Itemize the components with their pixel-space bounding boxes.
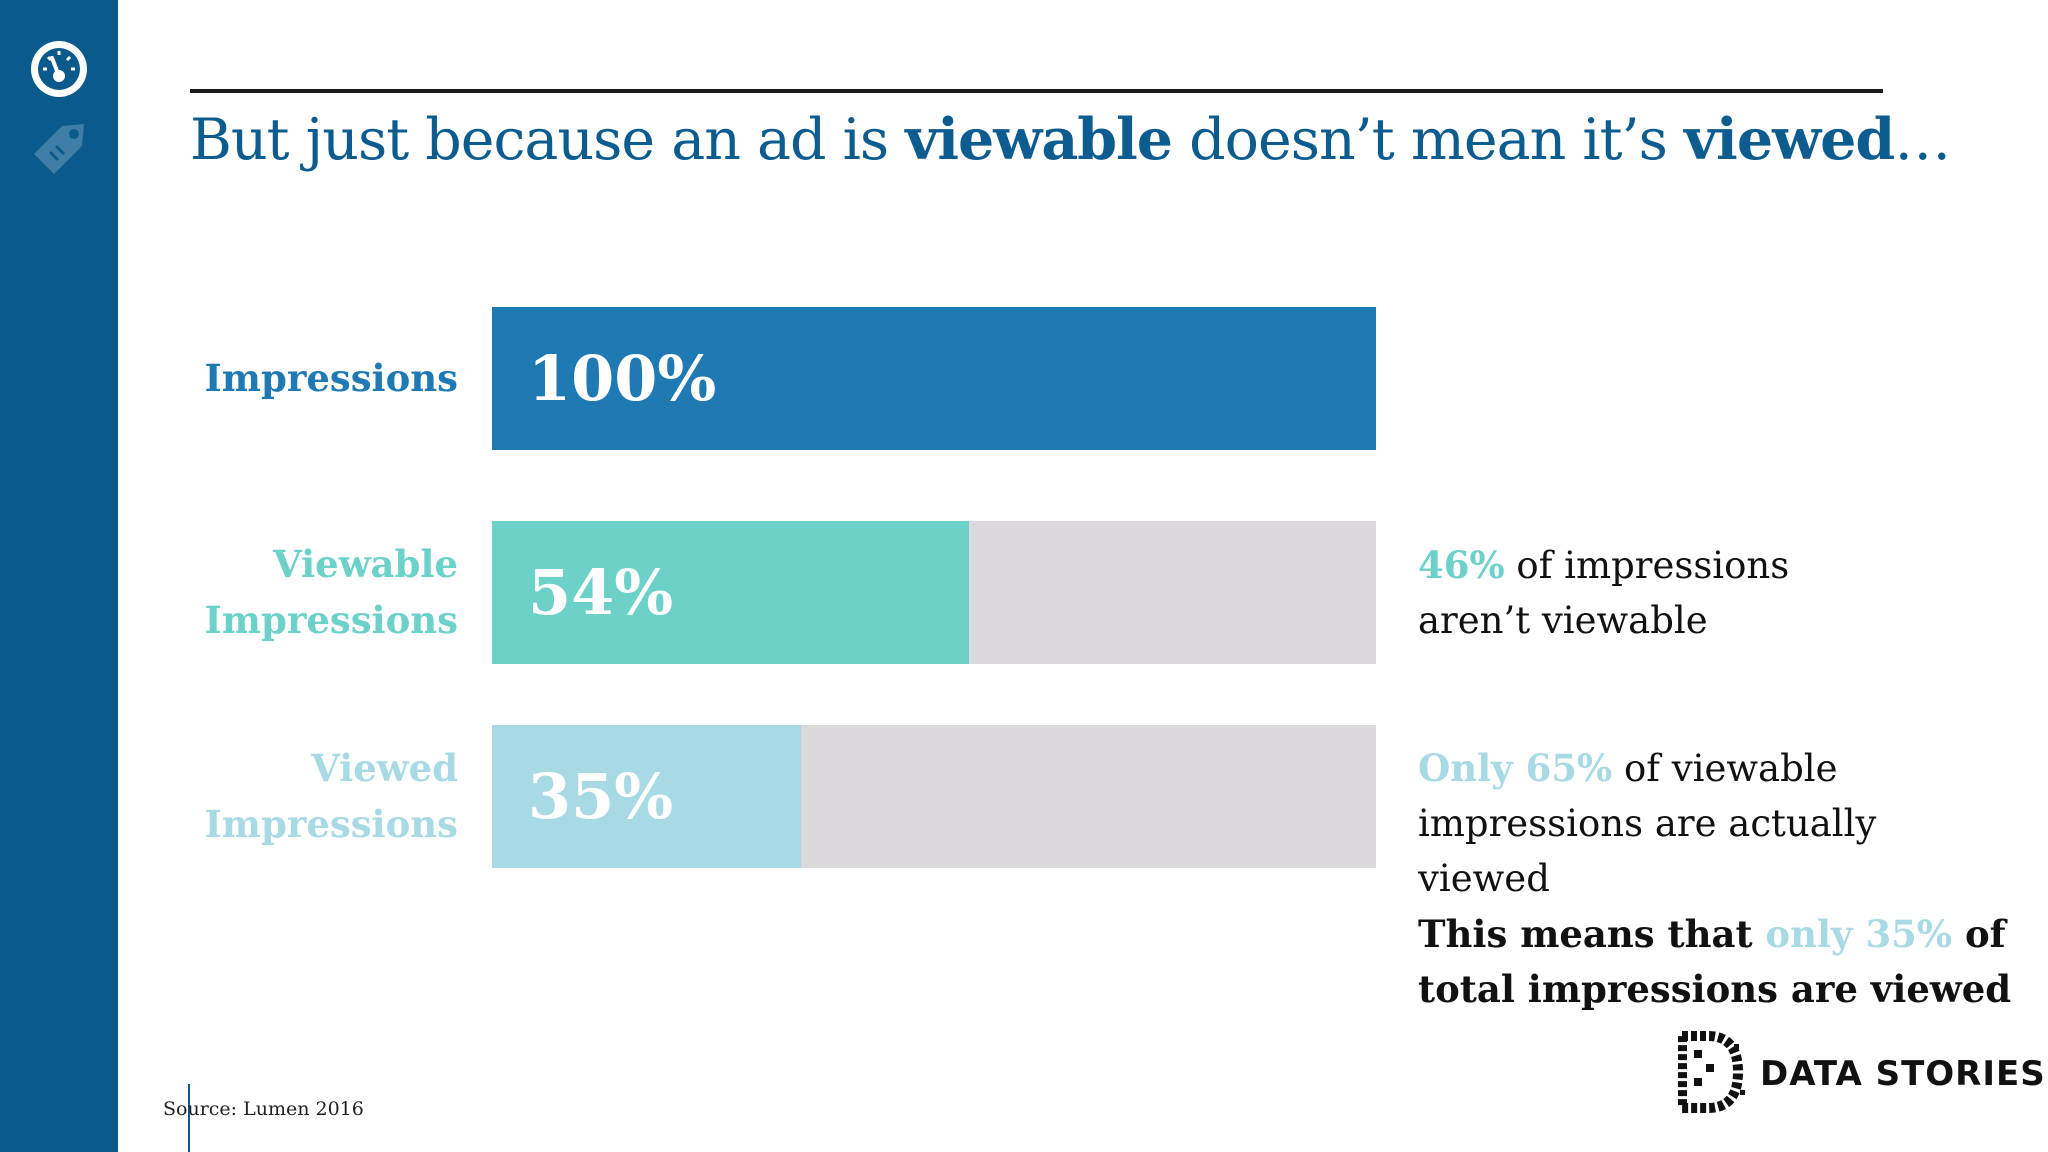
data-stories-logo: DATA STORIES — [1678, 1030, 2045, 1116]
note-accent: Only 65% — [1418, 746, 1613, 790]
category-label-line: Impressions — [204, 356, 459, 400]
bar-track: 100% — [492, 307, 1376, 450]
category-label-line: Viewed — [311, 746, 458, 790]
logo-mark-icon — [1678, 1031, 1745, 1113]
bar-track: 54% — [492, 521, 1376, 664]
category-label-line: Impressions — [204, 802, 459, 846]
speedometer-icon[interactable] — [28, 38, 90, 100]
price-tag-icon[interactable] — [28, 118, 90, 180]
conclusion-accent: only 35% — [1765, 912, 1953, 956]
bar-value-label: 35% — [528, 760, 674, 833]
category-label: Viewed Impressions — [158, 740, 459, 852]
bar — [492, 725, 802, 868]
title-rule — [190, 89, 1883, 93]
category-label-line: Impressions — [204, 598, 459, 642]
note-accent: 46% — [1418, 543, 1505, 587]
category-label-line: Viewable — [273, 542, 458, 586]
page-title: But just because an ad is viewable doesn… — [190, 106, 1951, 173]
logo-text: DATA STORIES — [1760, 1054, 2046, 1094]
category-label: Impressions — [158, 350, 459, 406]
note-viewed-share: Only 65% of viewable impressions are act… — [1418, 746, 1877, 900]
bar-value-label: 54% — [528, 556, 674, 629]
sidebar — [0, 0, 118, 1152]
source-divider — [188, 1084, 190, 1152]
bar — [492, 307, 1376, 450]
bar-track: 35% — [492, 725, 1376, 868]
bar — [492, 521, 970, 664]
conclusion-text: This means that only 35% of total impres… — [1418, 912, 2012, 1011]
note-not-viewable: 46% of impressions aren’t viewable — [1418, 543, 1790, 642]
category-label: Viewable Impressions — [158, 536, 459, 648]
source-note: Source: Lumen 2016 — [163, 1098, 364, 1120]
bar-value-label: 100% — [528, 342, 717, 415]
